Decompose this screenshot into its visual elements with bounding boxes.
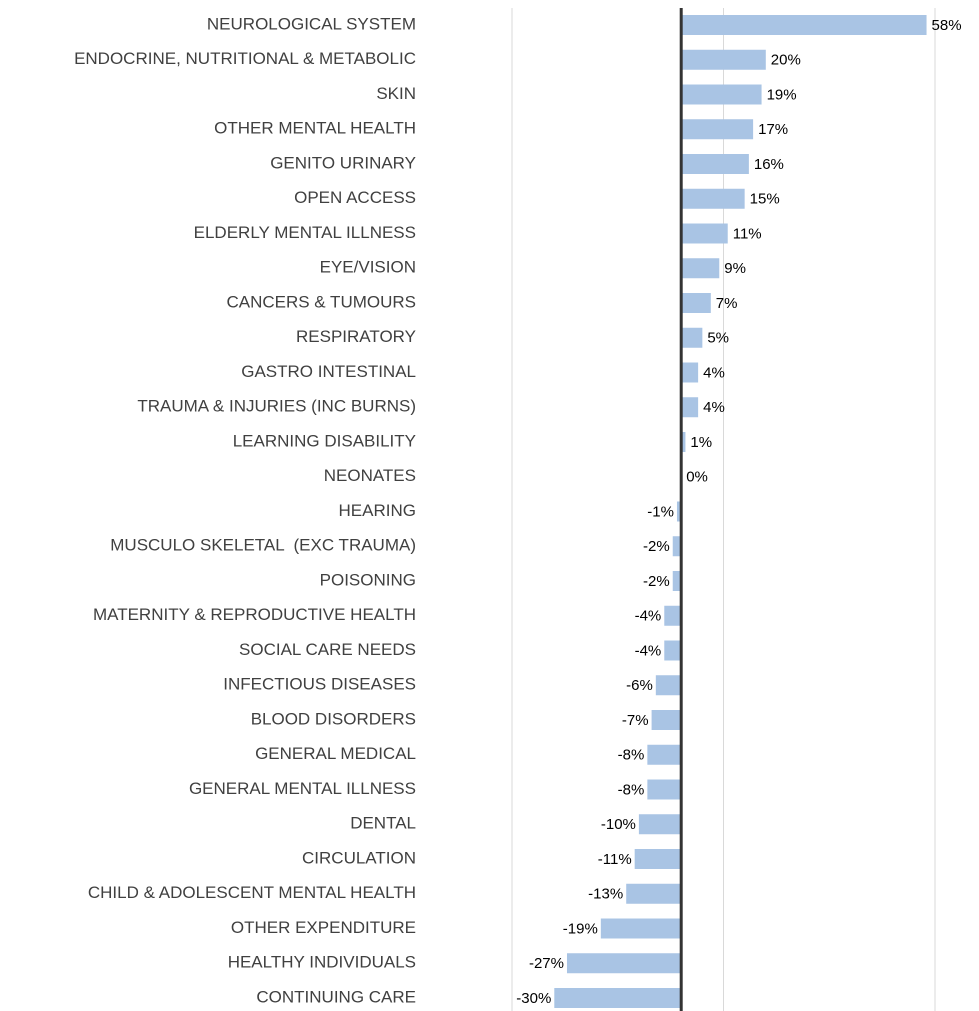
bar: [626, 883, 682, 904]
value-label: -13%: [588, 886, 623, 903]
bar: [681, 293, 711, 313]
value-label: -6%: [626, 677, 653, 694]
value-label: 16%: [754, 156, 784, 173]
value-label: 4%: [703, 399, 725, 416]
category-label: EYE/VISION: [320, 258, 416, 277]
category-label: HEARING: [339, 501, 416, 520]
category-label: CONTINUING CARE: [256, 987, 416, 1006]
bar: [681, 15, 927, 35]
value-label: 5%: [707, 330, 729, 347]
category-label: ELDERLY MENTAL ILLNESS: [194, 223, 416, 242]
category-label: GASTRO INTESTINAL: [241, 362, 416, 381]
category-label: DENTAL: [350, 814, 416, 833]
bar: [638, 814, 682, 835]
bar: [681, 154, 749, 174]
category-label: BLOOD DISORDERS: [251, 709, 416, 728]
category-label: HEALTHY INDIVIDUALS: [228, 953, 416, 972]
bar: [600, 918, 682, 939]
value-label: 11%: [733, 225, 762, 242]
value-label: 17%: [758, 121, 788, 138]
value-label: -10%: [601, 816, 636, 833]
value-label: -2%: [643, 538, 670, 555]
value-label: 9%: [724, 260, 746, 277]
value-label: 58%: [932, 17, 962, 34]
category-label: CIRCULATION: [302, 848, 416, 867]
bar: [634, 849, 682, 869]
bar: [681, 432, 686, 452]
value-label: 20%: [771, 52, 801, 69]
bar: [655, 675, 682, 696]
category-label: NEUROLOGICAL SYSTEM: [207, 14, 416, 33]
bar: [647, 779, 682, 800]
category-label: NEONATES: [324, 466, 416, 485]
bar: [672, 536, 682, 557]
category-label: SOCIAL CARE NEEDS: [239, 640, 416, 659]
bar: [681, 119, 754, 140]
category-label: INFECTIOUS DISEASES: [223, 675, 416, 694]
category-label: MATERNITY & REPRODUCTIVE HEALTH: [93, 605, 416, 624]
category-label: GENITO URINARY: [270, 153, 416, 172]
value-label: -27%: [529, 955, 564, 972]
value-label: -11%: [598, 851, 632, 868]
bar: [681, 188, 745, 209]
category-label: ENDOCRINE, NUTRITIONAL & METABOLIC: [74, 49, 416, 68]
bar: [647, 744, 682, 765]
value-label: 7%: [716, 295, 738, 312]
value-label: 19%: [767, 86, 797, 103]
value-label: -30%: [516, 990, 551, 1007]
value-label: -8%: [618, 747, 645, 764]
value-label: -19%: [563, 920, 598, 937]
category-label: OTHER EXPENDITURE: [231, 918, 416, 937]
value-label: -7%: [622, 712, 649, 729]
bar: [664, 605, 682, 626]
category-label: MUSCULO SKELETAL (EXC TRAUMA): [110, 536, 416, 555]
category-label: LEARNING DISABILITY: [233, 431, 416, 450]
bar: [651, 710, 682, 730]
bar: [681, 327, 703, 348]
value-label: 4%: [703, 364, 725, 381]
bar: [681, 397, 699, 418]
category-label: CANCERS & TUMOURS: [226, 292, 416, 311]
value-label: 15%: [750, 191, 780, 208]
bar: [681, 362, 699, 383]
bar: [664, 640, 682, 661]
value-label: -2%: [643, 573, 670, 590]
bar: [566, 953, 682, 974]
category-label: OPEN ACCESS: [294, 188, 416, 207]
value-label: 1%: [690, 434, 712, 451]
category-label: GENERAL MENTAL ILLNESS: [189, 779, 416, 798]
bar: [681, 258, 720, 279]
bar: [554, 988, 682, 1008]
value-label: -1%: [647, 503, 674, 520]
value-label: 0%: [686, 469, 708, 486]
category-label: CHILD & ADOLESCENT MENTAL HEALTH: [88, 883, 416, 902]
category-label: OTHER MENTAL HEALTH: [214, 119, 416, 138]
bar: [676, 501, 682, 522]
category-label: SKIN: [376, 84, 416, 103]
bar: [672, 571, 682, 591]
bar: [681, 49, 766, 70]
value-label: -4%: [635, 608, 662, 625]
category-label: RESPIRATORY: [296, 327, 416, 346]
category-label: POISONING: [320, 570, 416, 589]
value-label: -4%: [635, 642, 662, 659]
value-label: -8%: [618, 781, 645, 798]
category-label: GENERAL MEDICAL: [255, 744, 416, 763]
category-label: TRAUMA & INJURIES (INC BURNS): [137, 397, 416, 416]
bar: [681, 223, 728, 244]
bar: [681, 84, 762, 105]
